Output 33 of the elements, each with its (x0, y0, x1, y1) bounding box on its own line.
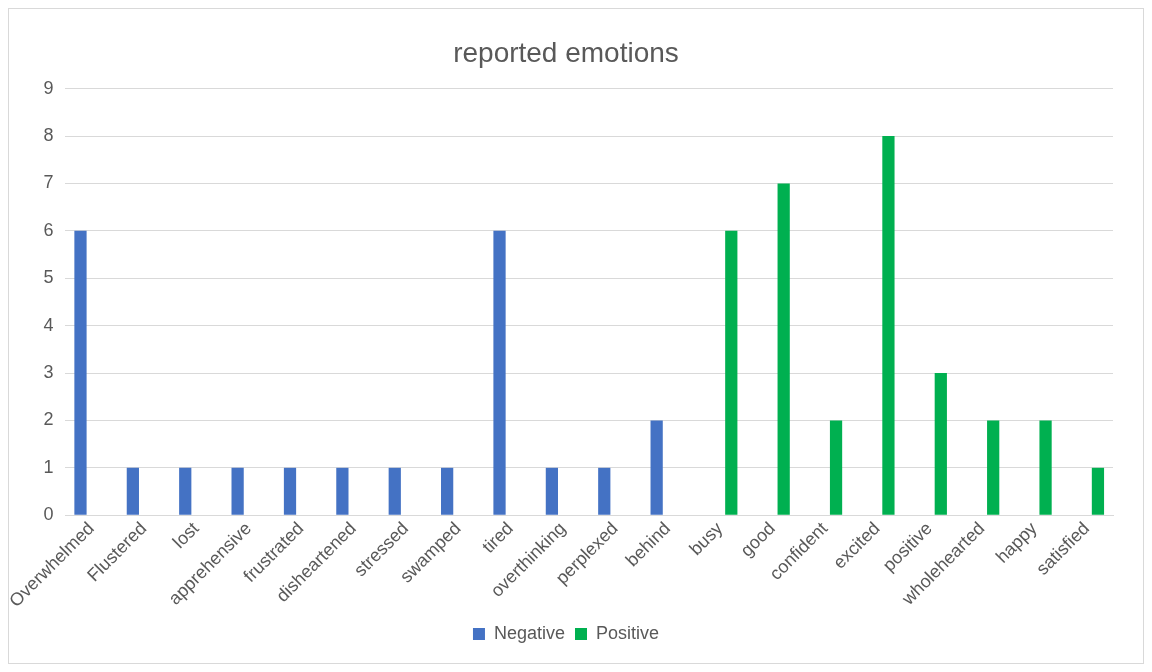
bar (179, 467, 192, 515)
y-tick-label: 1 (43, 456, 54, 477)
y-tick-label: 9 (43, 77, 54, 98)
bar (882, 136, 895, 515)
bar (725, 230, 738, 515)
bar (126, 467, 139, 515)
legend-label: Positive (596, 622, 660, 643)
y-tick-label: 5 (43, 267, 54, 288)
y-tick-label: 8 (43, 124, 54, 145)
bar (987, 420, 1000, 515)
y-tick-label: 3 (43, 361, 54, 382)
bar (336, 467, 349, 515)
bar (388, 467, 401, 515)
bar (934, 373, 947, 515)
bar (598, 467, 611, 515)
y-tick-label: 4 (43, 314, 54, 335)
bar (74, 230, 87, 515)
bar (777, 183, 790, 515)
bar (231, 467, 244, 515)
bar (545, 467, 559, 515)
bar (1039, 420, 1052, 515)
y-tick-label: 6 (43, 219, 54, 240)
bar (1091, 467, 1105, 515)
y-tick-label: 0 (43, 504, 54, 525)
bar (493, 230, 506, 515)
chart-title: reported emotions (453, 36, 679, 68)
y-tick-label: 2 (43, 409, 54, 430)
legend-label: Negative (493, 622, 566, 643)
y-tick-label: 7 (43, 172, 54, 193)
bar (829, 420, 843, 515)
bar (650, 420, 663, 515)
bar (283, 467, 297, 515)
bar (441, 467, 454, 515)
